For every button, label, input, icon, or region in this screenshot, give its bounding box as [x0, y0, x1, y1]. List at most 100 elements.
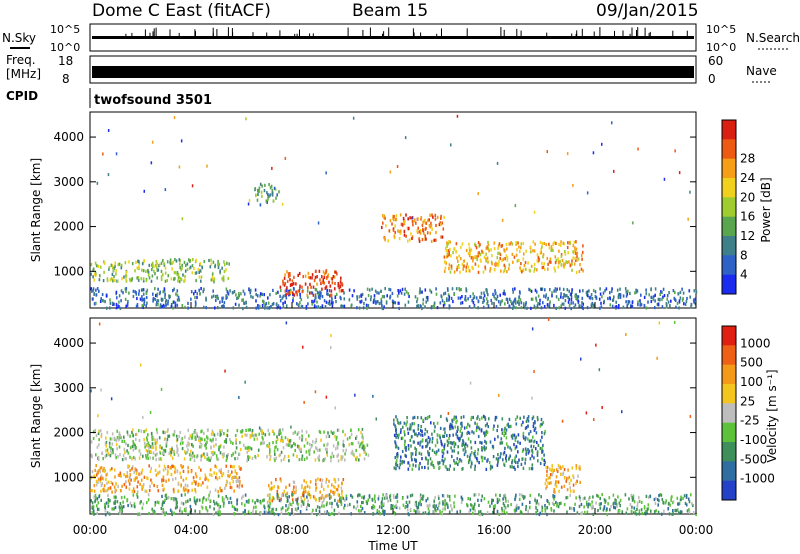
range-cell [465, 265, 468, 269]
range-cell [106, 448, 109, 452]
range-cell [146, 301, 148, 305]
range-cell [535, 511, 537, 515]
range-cell [424, 432, 426, 436]
range-cell [254, 455, 256, 459]
range-cell [245, 300, 247, 304]
range-cell [468, 242, 470, 246]
range-cell [410, 455, 413, 459]
range-cell [507, 300, 509, 304]
range-cell [233, 475, 235, 479]
range-cell [652, 297, 655, 302]
range-cell [531, 417, 534, 421]
range-cell [191, 433, 194, 437]
range-cell [435, 238, 437, 242]
range-cell [424, 218, 426, 222]
range-cell [417, 427, 419, 431]
range-cell [246, 459, 248, 463]
range-cell [551, 473, 554, 477]
range-cell [413, 509, 416, 513]
range-cell [474, 450, 476, 454]
range-cell [258, 426, 261, 430]
range-cell [515, 306, 517, 310]
range-cell [332, 431, 334, 435]
range-cell [480, 259, 482, 263]
range-cell [536, 508, 539, 513]
nsky-strip: N.Sky 10^5 10^0 10^5 10^0 N.Search [2, 23, 800, 54]
range-cell [381, 503, 383, 507]
range-cell [267, 445, 270, 449]
range-cell [201, 437, 203, 441]
range-cell [330, 495, 332, 499]
range-cell [553, 494, 556, 498]
range-cell [215, 454, 218, 458]
range-cell [289, 512, 291, 516]
range-cell [434, 506, 436, 510]
range-cell [233, 465, 235, 469]
range-cell [535, 431, 538, 435]
range-cell [120, 263, 123, 267]
range-cell [353, 505, 355, 509]
range-cell [121, 277, 123, 281]
range-cell [271, 193, 274, 197]
range-cell [133, 502, 136, 506]
range-cell [266, 306, 269, 310]
range-cell [503, 430, 506, 434]
range-cell [479, 253, 482, 257]
range-cell [278, 498, 281, 503]
range-cell [401, 496, 404, 500]
range-cell [428, 415, 431, 419]
range-cell [211, 278, 214, 282]
range-cell [460, 422, 462, 426]
range-cell [238, 396, 240, 399]
range-cell [319, 291, 322, 295]
range-cell [570, 478, 572, 482]
range-cell [188, 266, 191, 270]
range-cell [660, 290, 662, 294]
range-cell [443, 215, 445, 219]
range-cell [269, 487, 271, 491]
range-cell [194, 289, 197, 293]
range-cell [271, 191, 274, 195]
range-cell [161, 494, 163, 498]
range-cell [545, 243, 547, 247]
range-cell [280, 479, 282, 483]
range-cell [332, 444, 335, 448]
range-cell [340, 492, 343, 496]
range-cell [151, 140, 154, 144]
range-cell [206, 428, 209, 432]
range-cell [361, 433, 364, 437]
range-cell [396, 294, 399, 298]
range-cell [172, 477, 174, 482]
range-cell [131, 430, 133, 434]
range-cell [155, 458, 157, 462]
range-cell [437, 448, 440, 452]
range-cell [292, 512, 295, 516]
range-cell [405, 213, 407, 217]
range-cell [390, 506, 392, 511]
range-cell [332, 454, 335, 458]
range-cell [467, 460, 470, 465]
range-cell [112, 451, 114, 455]
range-cell [507, 445, 509, 449]
range-cell [525, 449, 528, 453]
range-cell [320, 438, 322, 442]
range-cell [295, 282, 297, 286]
range-cell [107, 498, 110, 502]
range-cell [417, 424, 420, 428]
range-cell [361, 446, 364, 450]
range-cell [176, 438, 179, 442]
range-cell [366, 443, 369, 447]
range-cell [93, 292, 96, 296]
range-cell [147, 271, 150, 275]
range-cell [661, 497, 664, 502]
range-cell [179, 430, 182, 435]
range-cell [142, 298, 145, 302]
range-cell [678, 501, 681, 505]
range-cell [335, 270, 337, 274]
range-cell [156, 431, 159, 435]
range-cell [411, 235, 414, 239]
range-cell [194, 300, 197, 304]
range-cell [501, 259, 503, 263]
range-cell [241, 430, 243, 434]
range-cell [110, 446, 112, 450]
